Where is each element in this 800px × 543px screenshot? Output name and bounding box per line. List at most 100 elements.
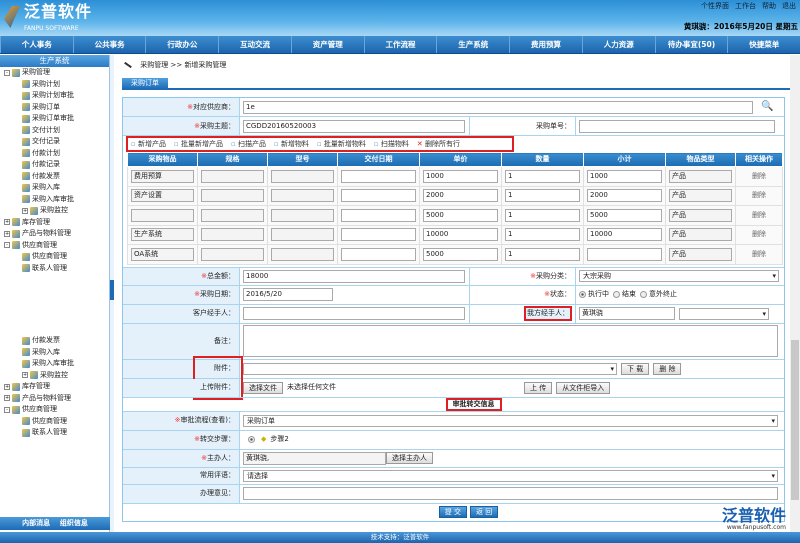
- collapse-icon[interactable]: -: [4, 69, 10, 76]
- sidebar-item[interactable]: + 采购监控: [4, 205, 109, 217]
- sidebar-item[interactable]: 采购入库审批: [4, 194, 109, 206]
- sidebar-item[interactable]: 供应商管理: [4, 251, 109, 263]
- price-field[interactable]: 10000: [423, 228, 498, 242]
- sidebar-item[interactable]: + 产品与物料管理: [4, 228, 109, 240]
- item-field[interactable]: [131, 208, 194, 222]
- subject-field[interactable]: CGDD20160520003: [243, 119, 465, 133]
- model-field[interactable]: [271, 169, 334, 183]
- delete-attachment-button[interactable]: 删 除: [653, 362, 682, 375]
- sidebar-item[interactable]: 供应商管理: [4, 416, 74, 428]
- date-field[interactable]: [341, 247, 416, 261]
- qty-field[interactable]: 1: [505, 169, 580, 183]
- type-field[interactable]: 产品: [669, 228, 732, 242]
- host-field[interactable]: 黄琪骁,: [243, 451, 386, 465]
- customer-handler-field[interactable]: [243, 307, 465, 320]
- collapse-icon[interactable]: -: [4, 242, 10, 249]
- qty-field[interactable]: 1: [505, 247, 580, 261]
- status-terminated[interactable]: 意外终止: [640, 290, 677, 299]
- nav-item[interactable]: 待办事宜(50): [654, 36, 728, 53]
- submit-button[interactable]: 提 交: [438, 506, 467, 518]
- toolbar-button[interactable]: ▫ 扫描物料: [373, 139, 409, 148]
- our-handler-field[interactable]: 黄琪骁: [579, 307, 675, 320]
- sidebar-item[interactable]: 采购计划审批: [4, 90, 109, 102]
- expand-icon[interactable]: +: [22, 372, 28, 379]
- item-field[interactable]: 生产系统: [131, 228, 194, 242]
- upload-button[interactable]: 上 传: [524, 381, 553, 394]
- total-field[interactable]: 18000: [243, 269, 465, 283]
- breadcrumb-parent[interactable]: 采购管理: [140, 61, 169, 69]
- item-field[interactable]: 费用预算: [131, 169, 194, 183]
- supplier-field[interactable]: 1e: [243, 100, 753, 114]
- toolbar-button[interactable]: ▫ 新增产品: [131, 139, 166, 148]
- spec-field[interactable]: [201, 208, 264, 222]
- sidebar-item[interactable]: - 供应商管理: [4, 240, 109, 252]
- download-button[interactable]: 下 载: [621, 362, 650, 375]
- nav-item[interactable]: 费用预算: [509, 36, 582, 53]
- qty-field[interactable]: 1: [505, 208, 580, 222]
- status-ended[interactable]: 结束: [613, 290, 636, 299]
- toolbar-button[interactable]: ▫ 批量新增产品: [173, 139, 223, 148]
- type-field[interactable]: 产品: [669, 169, 732, 183]
- subtotal-field[interactable]: 1000: [587, 169, 662, 183]
- price-field[interactable]: 1000: [423, 169, 498, 183]
- item-field[interactable]: 资产设置: [131, 189, 194, 203]
- sidebar-item[interactable]: 采购入库: [4, 347, 74, 359]
- nav-item[interactable]: 快捷菜单: [727, 36, 800, 53]
- spec-field[interactable]: [201, 189, 264, 203]
- date-field[interactable]: [341, 189, 416, 203]
- sidebar-item[interactable]: 联系人管理: [4, 427, 74, 439]
- expand-icon[interactable]: +: [4, 383, 10, 390]
- toolbar-button[interactable]: ▫ 新增物料: [273, 139, 309, 148]
- delete-row-link[interactable]: 删除: [752, 230, 766, 239]
- personalize-link[interactable]: 个性界面: [701, 2, 729, 10]
- expand-icon[interactable]: +: [4, 395, 10, 402]
- spec-field[interactable]: [201, 228, 264, 242]
- import-from-cabinet-button[interactable]: 从文件柜导入: [556, 381, 611, 394]
- type-field[interactable]: 产品: [669, 208, 732, 222]
- date-field[interactable]: [341, 228, 416, 242]
- order-no-field[interactable]: [579, 119, 775, 133]
- toolbar-button[interactable]: ▫ 扫描产品: [230, 139, 266, 148]
- sidebar-item[interactable]: 采购入库审批: [4, 358, 74, 370]
- subtotal-field[interactable]: 2000: [587, 189, 662, 203]
- model-field[interactable]: [271, 228, 334, 242]
- delete-row-link[interactable]: 删除: [752, 171, 766, 180]
- collapse-icon[interactable]: -: [4, 406, 10, 413]
- delete-row-link[interactable]: 删除: [752, 191, 766, 200]
- our-handler-select[interactable]: [679, 307, 769, 320]
- sidebar-item[interactable]: 联系人管理: [4, 263, 109, 275]
- subtotal-field[interactable]: 5000: [587, 208, 662, 222]
- sidebar-item[interactable]: 采购计划: [4, 79, 109, 91]
- sidebar-item[interactable]: + 产品与物料管理: [4, 393, 74, 405]
- sidebar-item[interactable]: 付款计划: [4, 148, 109, 160]
- flow-select[interactable]: 采购订单: [243, 414, 778, 427]
- internal-messages-link[interactable]: 内部消息: [22, 519, 51, 527]
- workbench-link[interactable]: 工作台: [735, 2, 756, 10]
- sidebar-item[interactable]: 付款发票: [4, 335, 74, 347]
- attachment-select[interactable]: [243, 362, 617, 375]
- opinion-field[interactable]: [243, 487, 778, 500]
- expand-icon[interactable]: +: [4, 219, 10, 226]
- nav-item[interactable]: 资产管理: [290, 36, 364, 53]
- type-field[interactable]: 产品: [669, 247, 732, 261]
- sidebar-item[interactable]: 交付记录: [4, 136, 109, 148]
- sidebar-item[interactable]: 交付计划: [4, 125, 109, 137]
- sidebar-item[interactable]: + 采购监控: [4, 370, 74, 382]
- sidebar-item[interactable]: + 库存管理: [4, 217, 109, 229]
- organization-info-link[interactable]: 组织信息: [59, 519, 88, 527]
- qty-field[interactable]: 1: [505, 228, 580, 242]
- scrollbar-thumb[interactable]: [791, 340, 799, 500]
- sidebar-item[interactable]: 付款发票: [4, 171, 109, 183]
- expand-icon[interactable]: +: [4, 230, 10, 237]
- delete-row-link[interactable]: 删除: [752, 210, 766, 219]
- item-field[interactable]: OA系统: [131, 247, 194, 261]
- step-radio[interactable]: ◆ 步骤2: [240, 431, 784, 449]
- subtotal-field[interactable]: 10000: [587, 228, 662, 242]
- price-field[interactable]: 5000: [423, 247, 498, 261]
- qty-field[interactable]: 1: [505, 189, 580, 203]
- toolbar-button[interactable]: ▫ 批量新增物料: [316, 139, 366, 148]
- model-field[interactable]: [271, 247, 334, 261]
- nav-item[interactable]: 人力资源: [581, 36, 655, 53]
- sidebar-item[interactable]: 付款记录: [4, 159, 109, 171]
- splitter-handle[interactable]: [110, 280, 114, 300]
